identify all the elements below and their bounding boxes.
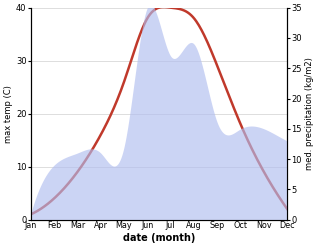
Y-axis label: med. precipitation (kg/m2): med. precipitation (kg/m2): [305, 57, 314, 170]
X-axis label: date (month): date (month): [123, 233, 195, 243]
Y-axis label: max temp (C): max temp (C): [4, 85, 13, 143]
